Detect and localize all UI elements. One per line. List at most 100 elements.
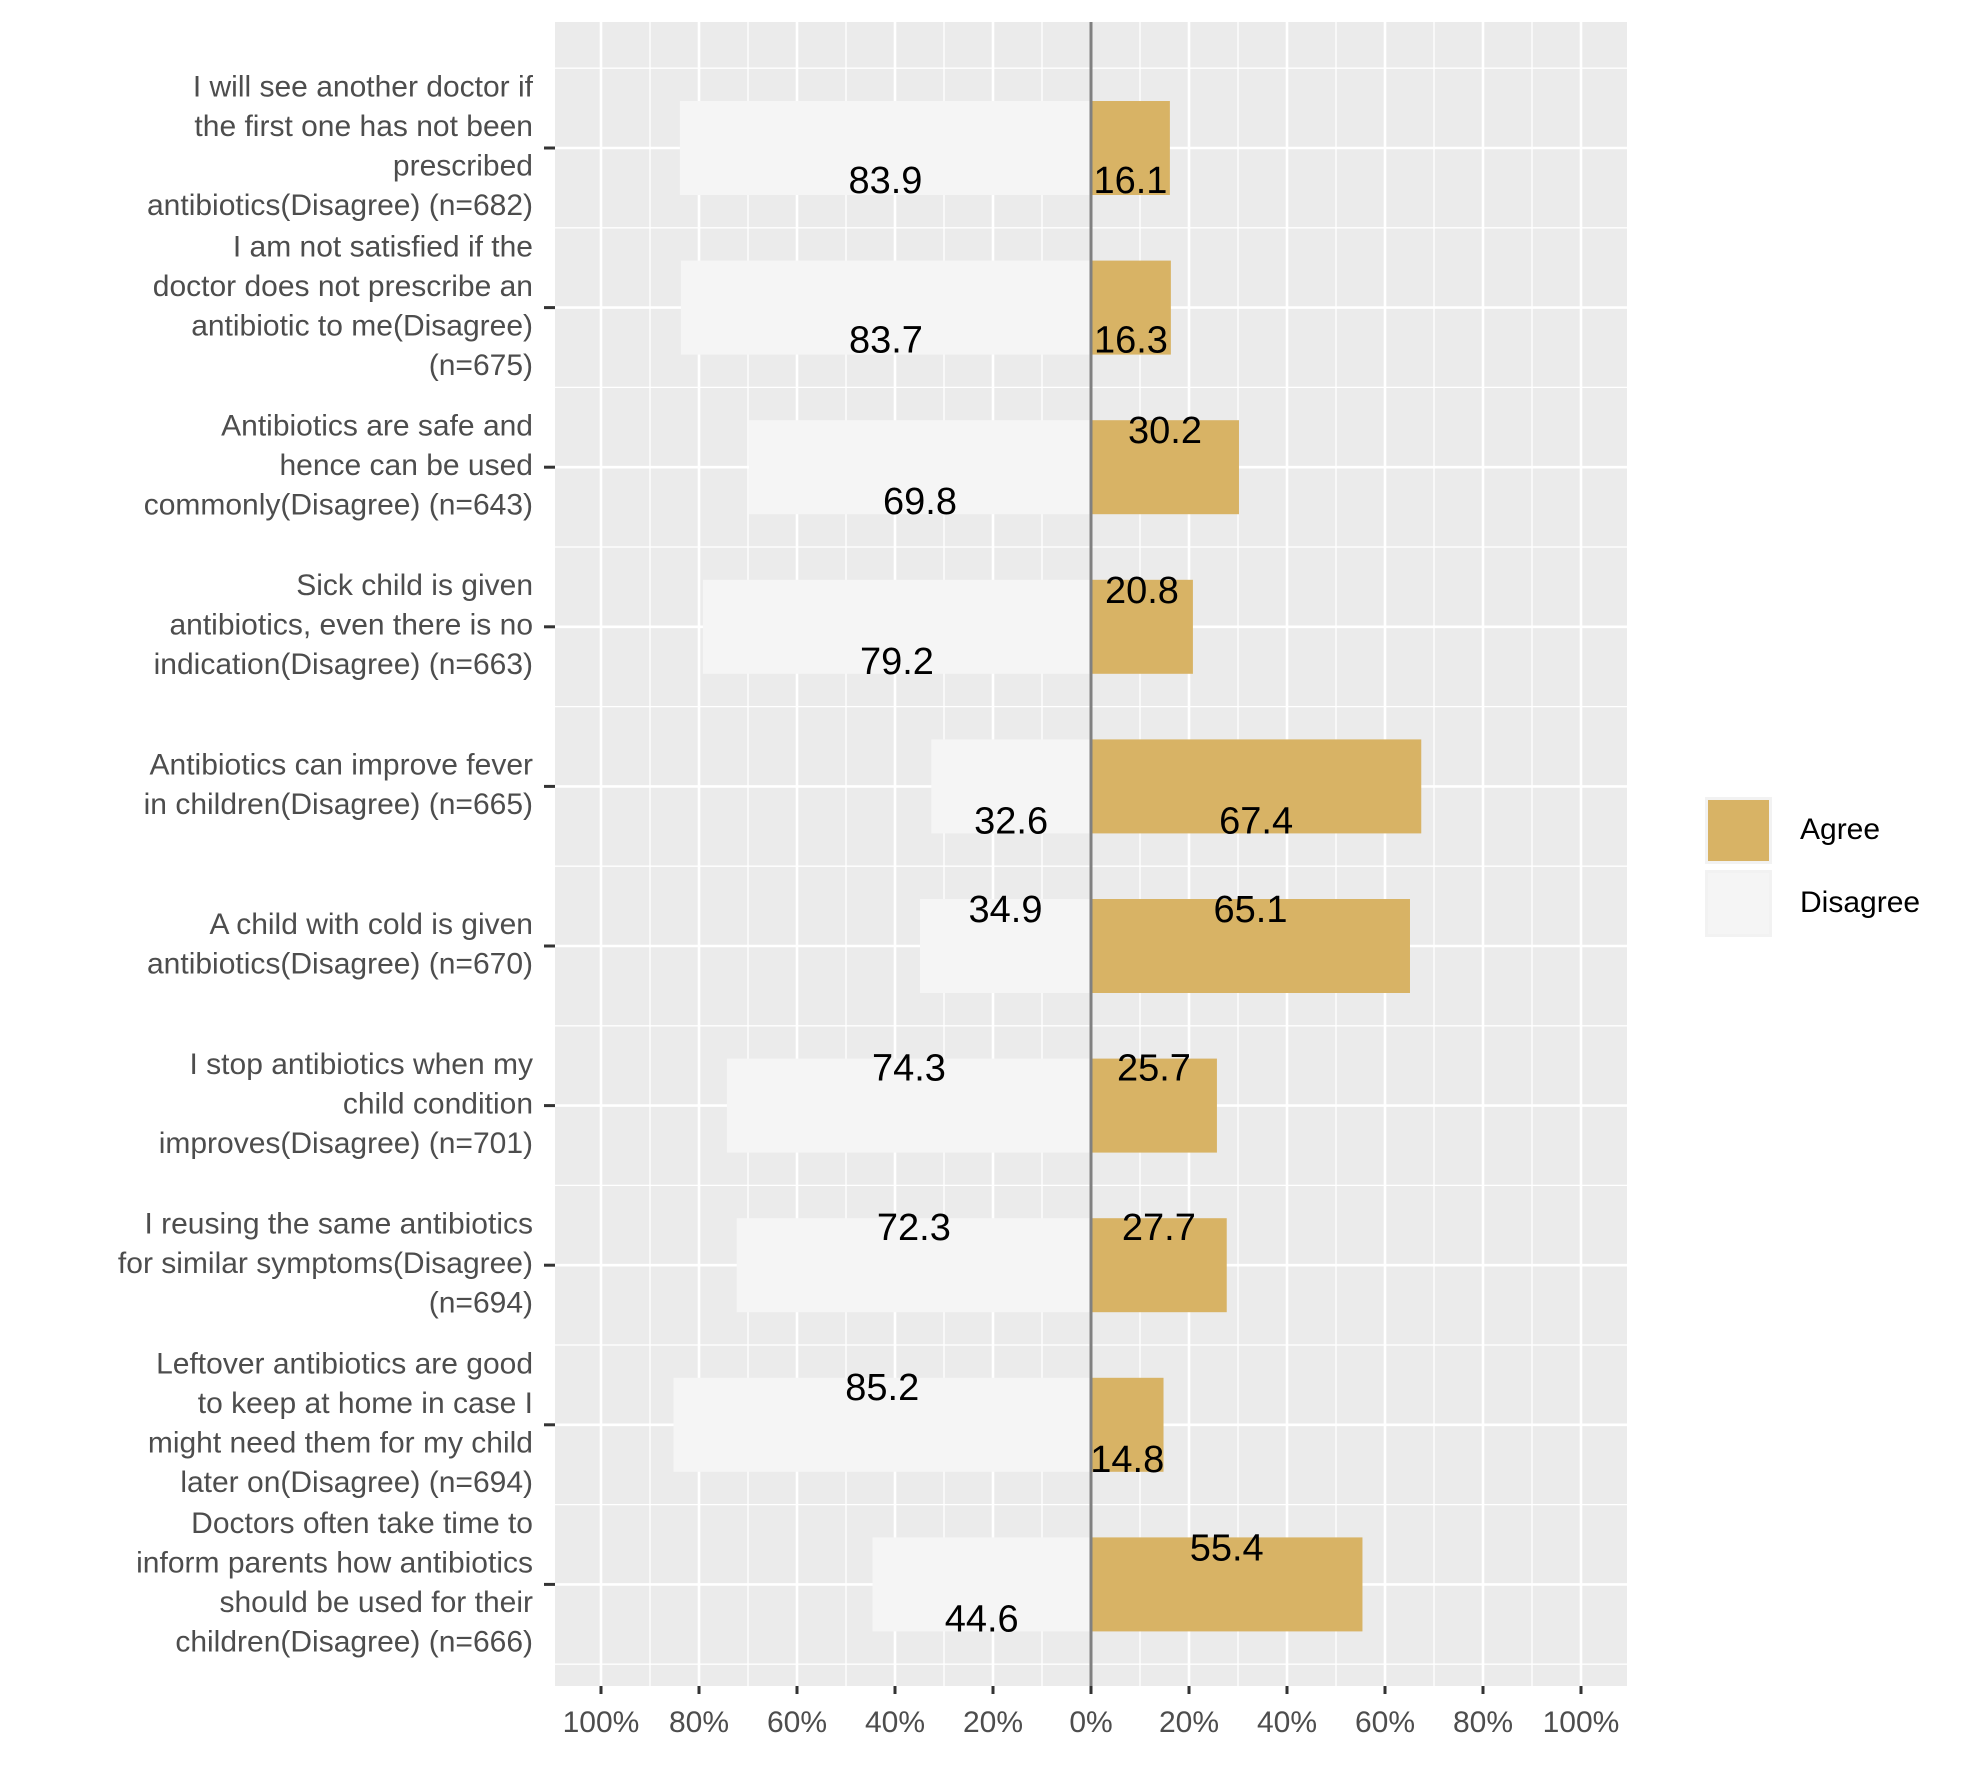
data-label-disagree: 34.9: [969, 889, 1043, 931]
category-label: Leftover antibiotics are good to keep at …: [148, 1347, 533, 1499]
data-label-agree: 20.8: [1105, 570, 1179, 612]
category-label-line: I stop antibiotics when my: [190, 1048, 534, 1081]
category-label: I am not satisfied if the doctor does not…: [153, 230, 533, 382]
bar-agree: [1091, 420, 1239, 515]
bar-disagree: [736, 1218, 1091, 1313]
data-label-agree: 25.7: [1117, 1048, 1191, 1090]
data-label-disagree: 44.6: [945, 1598, 1019, 1640]
bar-agree: [1091, 101, 1170, 195]
data-label-disagree: 83.7: [849, 320, 923, 362]
x-tick-label: 20%: [963, 1706, 1023, 1739]
category-label-line: A child with cold is given: [210, 908, 534, 941]
category-label-line: (n=694): [429, 1287, 533, 1320]
bar-agree: [1091, 1058, 1217, 1153]
category-label-line: indication(Disagree) (n=663): [154, 648, 533, 681]
category-label-line: hence can be used: [279, 449, 533, 482]
data-label-agree: 16.1: [1093, 160, 1167, 202]
category-label-line: I will see another doctor if: [193, 71, 534, 104]
category-label: Antibiotics can improve fever in children…: [144, 749, 533, 822]
value-labels: 83.9 16.1 83.7 16.3 69.8 30.2 79.2 20.8 32.6 67.4…: [845, 160, 1293, 1640]
bar-disagree: [748, 420, 1091, 515]
bar-disagree: [680, 260, 1091, 355]
x-tick-label: 80%: [1453, 1706, 1513, 1739]
category-label-line: antibiotic to me(Disagree): [191, 309, 533, 342]
category-label-line: antibiotics, even there is no: [169, 609, 533, 642]
x-tick-label: 100%: [563, 1706, 640, 1739]
category-label-line: for similar symptoms(Disagree): [118, 1247, 533, 1280]
category-label: Sick child is given antibiotics, even the…: [154, 569, 533, 681]
data-label-disagree: 72.3: [877, 1207, 951, 1249]
category-label-line: inform parents how antibiotics: [136, 1547, 533, 1580]
bar-disagree: [872, 1537, 1091, 1632]
legend: Agree Disagree: [1705, 797, 1920, 937]
category-label-line: to keep at home in case I: [198, 1387, 533, 1420]
category-label-line: prescribed: [393, 150, 533, 183]
category-label-line: in children(Disagree) (n=665): [144, 788, 533, 821]
category-label-line: the first one has not been: [194, 110, 533, 143]
category-label-line: Sick child is given: [296, 569, 533, 602]
legend-label-agree: Agree: [1800, 813, 1880, 846]
bar-disagree: [931, 739, 1091, 834]
x-tick-label: 80%: [669, 1706, 729, 1739]
bar-agree: [1091, 260, 1171, 355]
category-label-line: might need them for my child: [148, 1426, 533, 1459]
legend-label-disagree: Disagree: [1800, 886, 1920, 919]
data-label-agree: 14.8: [1090, 1439, 1164, 1481]
x-axis: 100% 80% 60% 40% 20% 0% 20% 40% 60% 80% 100%: [563, 1686, 1620, 1739]
category-label-line: Doctors often take time to: [191, 1507, 533, 1540]
bar-agree: [1091, 1537, 1363, 1632]
data-label-disagree: 74.3: [872, 1048, 946, 1090]
data-label-agree: 65.1: [1214, 889, 1288, 931]
bar-agree: [1091, 579, 1193, 674]
data-label-agree: 67.4: [1219, 800, 1293, 842]
data-label-agree: 30.2: [1128, 410, 1202, 452]
category-label-line: improves(Disagree) (n=701): [159, 1127, 533, 1160]
data-label-agree: 55.4: [1190, 1527, 1264, 1569]
category-label-line: (n=675): [429, 349, 533, 382]
data-label-disagree: 79.2: [860, 641, 934, 683]
bar-disagree: [726, 1058, 1091, 1153]
x-tick-label: 100%: [1543, 1706, 1620, 1739]
x-tick-label: 60%: [1355, 1706, 1415, 1739]
x-tick-label: 0%: [1069, 1706, 1112, 1739]
category-label-line: Antibiotics are safe and: [221, 410, 533, 443]
x-tick-label: 40%: [865, 1706, 925, 1739]
category-label-line: child condition: [343, 1088, 533, 1121]
y-axis: I will see another doctor if the first on…: [118, 71, 555, 1659]
bar-agree: [1091, 899, 1410, 993]
category-label: A child with cold is given antibiotics(Di…: [147, 908, 533, 981]
category-label: I will see another doctor if the first on…: [147, 71, 534, 223]
bar-agree: [1091, 1218, 1227, 1313]
bar-disagree: [679, 101, 1091, 195]
category-label-line: antibiotics(Disagree) (n=670): [147, 948, 533, 981]
category-label: Doctors often take time to inform parents…: [136, 1507, 533, 1659]
category-label-line: Leftover antibiotics are good: [156, 1347, 533, 1380]
bars: [673, 101, 1422, 1632]
category-label-line: antibiotics(Disagree) (n=682): [147, 189, 533, 222]
x-tick-label: 40%: [1257, 1706, 1317, 1739]
legend-swatch-agree: [1708, 800, 1769, 861]
data-label-disagree: 85.2: [845, 1367, 919, 1409]
x-tick-label: 20%: [1159, 1706, 1219, 1739]
category-label-line: commonly(Disagree) (n=643): [144, 489, 533, 522]
data-label-disagree: 69.8: [883, 481, 957, 523]
data-label-disagree: 32.6: [974, 800, 1048, 842]
category-label: I stop antibiotics when my child conditio…: [159, 1048, 533, 1160]
category-label-line: doctor does not prescribe an: [153, 270, 533, 303]
x-tick-label: 60%: [767, 1706, 827, 1739]
data-label-agree: 27.7: [1122, 1207, 1196, 1249]
data-label-disagree: 83.9: [848, 160, 922, 202]
category-label: Antibiotics are safe and hence can be use…: [144, 410, 533, 522]
category-label-line: later on(Disagree) (n=694): [180, 1466, 533, 1499]
category-label: I reusing the same antibiotics for simila…: [118, 1208, 533, 1320]
category-label-line: children(Disagree) (n=666): [175, 1626, 533, 1659]
legend-swatch-disagree: [1708, 873, 1769, 934]
bar-disagree: [919, 899, 1091, 993]
category-label-line: I reusing the same antibiotics: [144, 1208, 533, 1241]
bar-agree: [1091, 1377, 1164, 1472]
category-label-line: should be used for their: [219, 1586, 533, 1619]
data-label-agree: 16.3: [1094, 320, 1168, 362]
category-label-line: Antibiotics can improve fever: [150, 749, 534, 782]
